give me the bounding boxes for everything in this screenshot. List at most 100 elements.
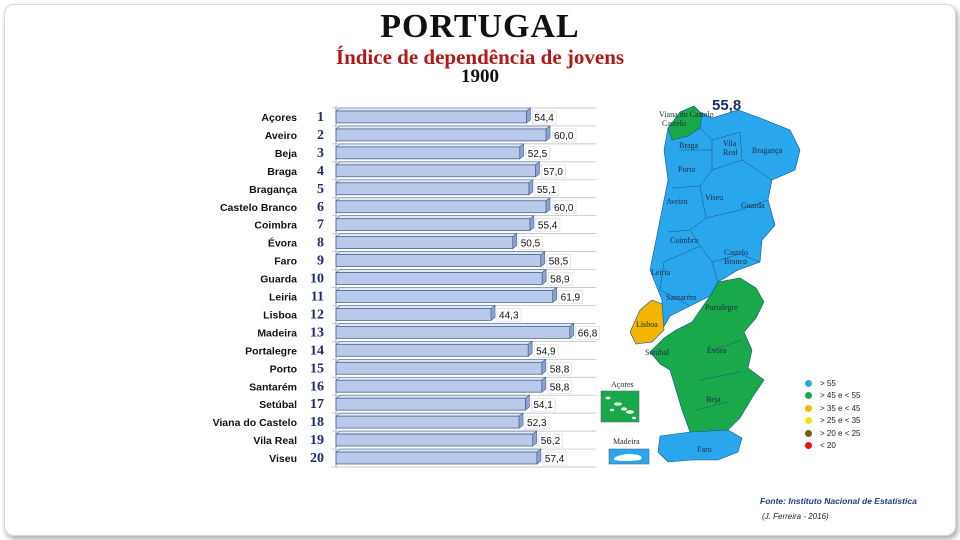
value-label-box [547, 362, 573, 376]
bar-side [545, 125, 551, 142]
value-label-box [558, 290, 583, 304]
value-label: 44,3 [499, 310, 519, 321]
legend-item: > 45 e < 55 [805, 390, 860, 403]
bar [335, 146, 521, 160]
rank-label: 20 [310, 451, 324, 466]
map-label-portalegre: Portalegre [705, 303, 738, 312]
bar [335, 433, 534, 447]
value-label: 61,9 [561, 293, 581, 304]
bar-top [335, 215, 535, 219]
value-label: 58,8 [550, 364, 570, 375]
value-label-box [535, 218, 561, 232]
rank-label: 13 [310, 325, 324, 340]
rank-label: 14 [310, 343, 324, 358]
bar-top [335, 323, 575, 327]
value-label-box [496, 308, 522, 322]
map-label-castelobranco: Castelo [724, 248, 748, 257]
map-region-green [649, 277, 765, 433]
source-note: Fonte: Instituto Nacional de Estatística [760, 496, 917, 506]
bar-top [335, 341, 534, 345]
author-note: (J. Ferreira - 2016) [762, 512, 829, 521]
bar-side [541, 376, 547, 393]
map-district-lisboa [629, 299, 665, 345]
value-label-box [547, 272, 573, 286]
map-district-viana [667, 105, 703, 141]
legend-item: > 55 [805, 377, 860, 390]
rank-label: 10 [310, 272, 324, 287]
value-label: 58,5 [549, 257, 569, 268]
map-label-beja: Beja [706, 395, 721, 404]
rank-label: 6 [317, 200, 324, 215]
bar [335, 451, 538, 465]
rank-label: 17 [310, 397, 324, 412]
value-label-box [575, 326, 601, 340]
bar-side [518, 412, 524, 429]
rank-label: 7 [317, 218, 324, 233]
bar [335, 182, 530, 196]
category-label: Setúbal [259, 399, 297, 411]
bar-top [335, 394, 531, 399]
rank-label: 12 [310, 307, 324, 322]
bar-side [535, 161, 540, 178]
legend-item: > 35 e < 45 [805, 402, 860, 415]
value-label: 60,0 [554, 203, 574, 214]
map-label-castelobranco-2: Branco [724, 257, 747, 266]
category-label: Castelo Branco [220, 202, 297, 214]
legend-swatch [805, 442, 812, 450]
bar-side [529, 215, 535, 232]
bar-side [552, 286, 557, 304]
legend-label: < 20 [820, 441, 836, 451]
rank-label: 19 [310, 433, 324, 448]
value-label-box [533, 344, 559, 358]
bar-side [540, 251, 546, 268]
legend-swatch [805, 404, 812, 412]
value-label: 56,2 [541, 436, 561, 447]
bar [335, 128, 547, 142]
map-legend: > 55 > 45 e < 55 > 35 e < 45 > 25 e < 35 > 2… [805, 377, 860, 452]
value-label: 55,4 [538, 221, 558, 232]
legend-label: > 45 e < 55 [820, 391, 861, 401]
bar-top [335, 448, 542, 453]
value-label: 55,1 [537, 185, 557, 196]
map-label-viana: Viana do Castelo [659, 110, 714, 119]
category-label: Bragança [249, 184, 297, 196]
legend-item: > 20 e < 25 [805, 427, 860, 440]
value-label-box [518, 236, 543, 250]
category-label: Beja [275, 148, 297, 160]
legend-item: > 25 e < 35 [805, 415, 860, 428]
category-label: Guarda [260, 274, 297, 286]
bar-side [512, 233, 518, 250]
legend-swatch [805, 417, 812, 425]
district-borders [659, 127, 773, 411]
map-label-vilareal: Vila [723, 139, 737, 148]
bar [335, 308, 492, 321]
bar-top [335, 430, 538, 435]
map-label-braga: Braga [679, 141, 699, 150]
legend-label: > 55 [820, 378, 836, 388]
bar-top [335, 197, 551, 202]
value-label-box [542, 451, 568, 466]
bar-top [335, 287, 558, 291]
bar-top [335, 179, 534, 184]
bar-top [335, 358, 547, 363]
value-label-box [531, 397, 556, 412]
legend-swatch [805, 429, 812, 437]
category-label: Aveiro [265, 130, 297, 142]
bar-top [335, 269, 548, 273]
value-label: 52,5 [528, 149, 548, 160]
bar-top [335, 305, 496, 309]
category-label: Évora [268, 237, 297, 250]
bar-top [335, 412, 524, 417]
value-label-box [546, 254, 571, 268]
legend-swatch [805, 392, 812, 400]
bar-side [536, 448, 542, 465]
bar [335, 164, 536, 178]
value-label: 58,9 [550, 275, 570, 286]
bar [335, 200, 547, 214]
map-label-santarem: Santarém [666, 293, 697, 302]
category-label: Faro [274, 256, 297, 268]
category-label: Lisboa [263, 309, 297, 321]
value-label: 58,8 [550, 382, 570, 393]
rank-label: 1 [317, 110, 324, 125]
category-label: Santarém [249, 381, 297, 393]
